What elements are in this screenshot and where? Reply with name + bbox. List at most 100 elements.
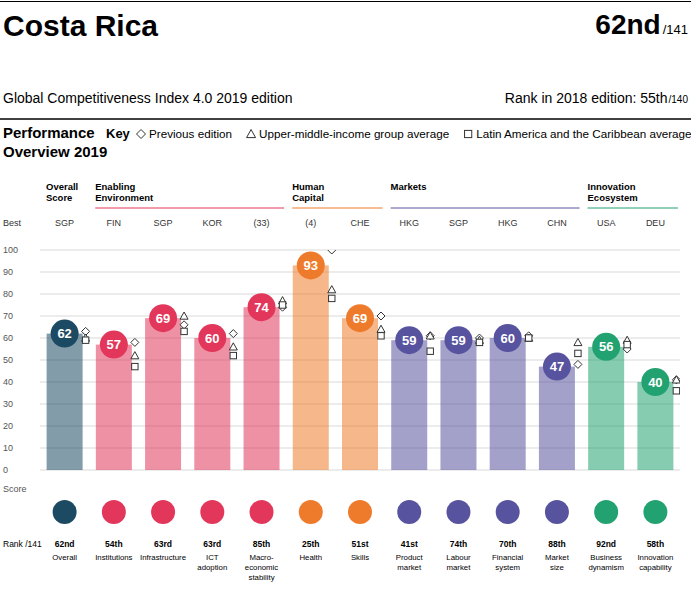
comparison-marker [427, 348, 433, 354]
comparison-marker [377, 325, 385, 332]
data-label: 69 [156, 311, 170, 326]
pillar-rank: 70th [499, 539, 516, 549]
value-badge [100, 331, 128, 359]
comparison-marker [230, 352, 236, 358]
text-line: Infrastructure [140, 553, 186, 562]
text-line: capability [639, 563, 672, 572]
pillar-rank: 63rd [203, 539, 221, 549]
category-label: ICTadoption [197, 553, 227, 572]
comparison-marker [426, 332, 434, 340]
comparison-marker [574, 338, 582, 345]
group-header: OverallScore [46, 181, 78, 203]
best-economy: SGP [154, 218, 173, 228]
comparison-marker [132, 363, 138, 369]
top-rule [0, 1, 691, 2]
bar [440, 340, 476, 470]
legend-title: Key [106, 126, 131, 141]
group-rule [95, 208, 284, 209]
text-line: Overall [52, 553, 77, 562]
text-line: Business [590, 553, 622, 562]
comparison-marker [673, 388, 679, 394]
text-line: dynamism [588, 563, 624, 572]
text-line: Score [46, 192, 72, 203]
legend-item: Latin America and the Caribbean average [465, 127, 691, 140]
comparison-marker [328, 250, 336, 254]
pillar-dot [102, 500, 126, 524]
text-line: economic [245, 563, 278, 572]
pillar-rank: 85th [253, 539, 270, 549]
title: Performance Overview 2019 [3, 124, 107, 160]
value-badge [641, 368, 669, 396]
pillar-rank: 74th [450, 539, 467, 549]
y-tick-label: 0 [3, 465, 8, 475]
comparison-marker [279, 302, 285, 308]
comparison-marker [525, 335, 531, 341]
legend-item: Upper-middle-income group average [247, 127, 450, 140]
category-label: Institutions [95, 553, 132, 562]
pillar-rank: 62nd [55, 539, 75, 549]
comparison-marker [378, 333, 384, 339]
best-economy: DEU [646, 218, 665, 228]
best-economy: CHN [547, 218, 567, 228]
text-line: Human [292, 181, 324, 192]
text-line: Financial [492, 553, 523, 562]
category-label: Marketsize [545, 553, 570, 572]
comparison-marker [131, 338, 139, 346]
category-label: Health [299, 553, 322, 562]
y-tick-label: 70 [3, 311, 13, 321]
rank-total: /141 [663, 22, 688, 37]
legend-marker [137, 130, 146, 139]
bar [391, 340, 427, 470]
section-rule [0, 118, 691, 120]
text-line: Market [545, 553, 570, 562]
comparison-marker [229, 343, 237, 350]
value-badge [494, 324, 522, 352]
pillar-dot [446, 500, 470, 524]
text-line: Environment [95, 192, 154, 203]
grid [40, 250, 680, 470]
bar [47, 334, 83, 470]
text-line: Health [299, 553, 322, 562]
text-line: Ecosystem [588, 192, 638, 203]
text-line: market [447, 563, 472, 572]
comparison-marker [229, 330, 237, 338]
data-label: 62 [57, 326, 71, 341]
text-line: Overview 2019 [3, 143, 107, 160]
comparison-marker [672, 376, 680, 383]
comparison-marker [377, 312, 385, 320]
legend-label: Latin America and the Caribbean average [476, 127, 691, 140]
rank-label: Rank /141 [3, 539, 42, 549]
best-economy: KOR [203, 218, 223, 228]
comparison-marker [328, 286, 336, 293]
group-rule [292, 208, 382, 209]
country: Costa Rica [3, 9, 158, 42]
value-badge [444, 326, 472, 354]
y-tick-label: 10 [3, 443, 13, 453]
group-rule [391, 208, 580, 209]
bar [490, 338, 526, 470]
chart-root: Costa Rica/14162ndGlobal Competitiveness… [0, 0, 691, 600]
comparison-marker [180, 312, 188, 319]
data-label: 93 [304, 258, 318, 273]
category-label: Overall [52, 553, 77, 562]
bar [244, 307, 280, 470]
pillar-rank: 51st [351, 539, 368, 549]
value-badge [198, 324, 226, 352]
y-tick-label: 30 [3, 399, 13, 409]
best-economy: SGP [55, 218, 74, 228]
bar [539, 367, 575, 470]
group-rule [588, 208, 678, 209]
category-label: Macro-economicstability [245, 553, 278, 582]
value-badge [51, 320, 79, 348]
category-label: Businessdynamism [588, 553, 624, 572]
data-label: 40 [648, 375, 662, 390]
data-label: 47 [550, 359, 564, 374]
text-line: Performance [3, 124, 95, 141]
y-tick-label: 40 [3, 377, 13, 387]
text-line: Product [396, 553, 424, 562]
category-label: Infrastructure [140, 553, 186, 562]
text-line: Enabling [95, 181, 135, 192]
pillar-dot [643, 500, 667, 524]
category-label: Labourmarket [446, 553, 471, 572]
category-label: Productmarket [396, 553, 424, 572]
